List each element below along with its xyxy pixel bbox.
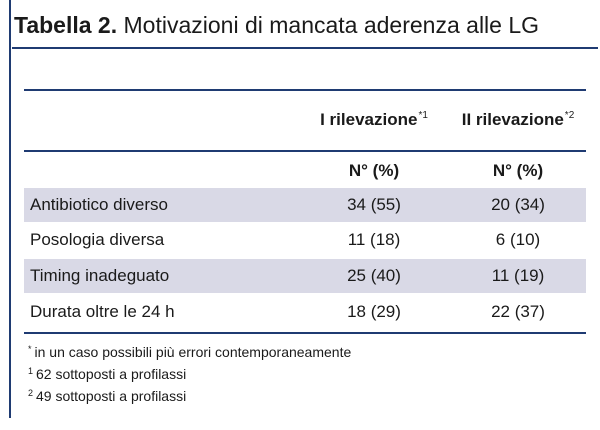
column-header-1-label: I rilevazione	[320, 110, 418, 129]
table-row: Posologia diversa 11 (18) 6 (10)	[24, 223, 586, 257]
title-divider	[12, 47, 598, 49]
row-value-2: 11 (19)	[491, 266, 545, 285]
row-value-2: 22 (37)	[491, 302, 545, 321]
row-label: Posologia diversa	[30, 230, 165, 249]
footnote-text: 62 sottoposti a profilassi	[36, 366, 187, 382]
column-header-2-label: II rilevazione	[461, 110, 564, 129]
column-subheader-1: N° (%)	[348, 161, 400, 180]
table-row: Antibiotico diverso 34 (55) 20 (34)	[24, 188, 586, 222]
table-top-rule	[24, 89, 586, 91]
row-value-1: 11 (18)	[347, 230, 401, 249]
column-header-1-marker: *1	[418, 110, 428, 121]
row-value-1: 18 (29)	[347, 302, 401, 321]
footnote-marker: *	[28, 344, 32, 354]
footnote-marker: 1	[28, 366, 34, 376]
table-header-rule	[24, 150, 586, 152]
row-label: Timing inadeguato	[30, 266, 170, 285]
footnote-text: in un caso possibili più errori contempo…	[34, 344, 352, 360]
footnote: 2 49 sottoposti a profilassi	[28, 388, 186, 404]
row-value-2: 6 (10)	[495, 230, 541, 249]
table-title-text: Motivazioni di mancata aderenza alle LG	[123, 12, 540, 38]
row-label: Durata oltre le 24 h	[30, 302, 175, 321]
table-row: Durata oltre le 24 h 18 (29) 22 (37)	[24, 295, 586, 329]
footnote-text: 49 sottoposti a profilassi	[36, 388, 187, 404]
footnote: * in un caso possibili più errori contemp…	[28, 344, 351, 360]
table-bottom-rule	[24, 332, 586, 334]
column-header-1: I rilevazione*1	[308, 110, 440, 130]
footnote: 1 62 sottoposti a profilassi	[28, 366, 186, 382]
column-header-2: II rilevazione*2	[450, 110, 586, 130]
row-label: Antibiotico diverso	[30, 195, 168, 214]
table-title: Tabella 2. Motivazioni di mancata aderen…	[14, 10, 594, 40]
row-value-1: 34 (55)	[347, 195, 401, 214]
table-row: Timing inadeguato 25 (40) 11 (19)	[24, 259, 586, 293]
column-header-2-marker: *2	[564, 110, 575, 121]
footnote-marker: 2	[28, 388, 34, 398]
row-value-2: 20 (34)	[491, 195, 545, 214]
row-value-1: 25 (40)	[347, 266, 401, 285]
column-subheader-2: N° (%)	[492, 161, 544, 180]
table-title-lead: Tabella 2.	[14, 12, 118, 38]
left-accent-rule	[9, 0, 11, 418]
